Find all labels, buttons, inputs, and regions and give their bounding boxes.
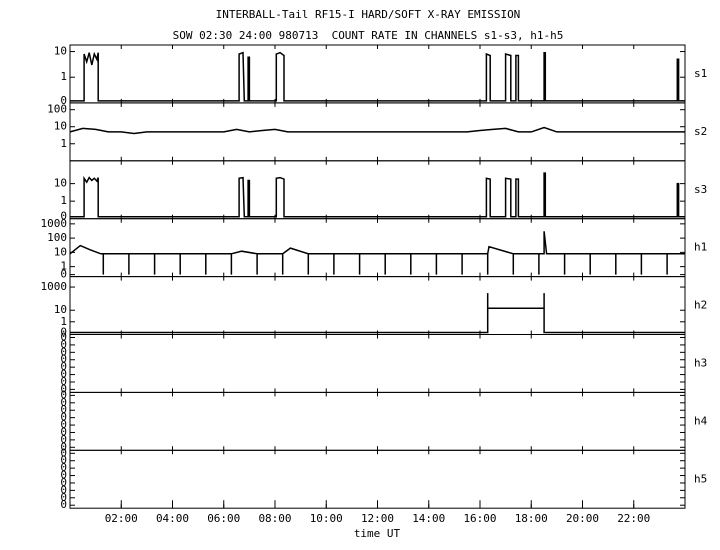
y-tick-label: 0 bbox=[60, 469, 67, 482]
y-tick-label: 1 bbox=[60, 260, 67, 273]
y-tick-label: 100 bbox=[47, 231, 67, 244]
y-tick-label: 1 bbox=[60, 315, 67, 328]
y-tick-label: 0 bbox=[60, 483, 67, 496]
y-tick-label: 10 bbox=[54, 245, 67, 258]
x-tick-label: 22:00 bbox=[617, 512, 650, 525]
x-tick-label: 06:00 bbox=[207, 512, 240, 525]
y-tick-label: 0 bbox=[60, 425, 67, 438]
panel-frame bbox=[69, 391, 686, 451]
x-tick-label: 18:00 bbox=[515, 512, 548, 525]
trace bbox=[70, 293, 685, 334]
y-tick-label: 0 bbox=[60, 446, 67, 459]
trace bbox=[70, 172, 685, 218]
chart-title: INTERBALL-Tail RF15-I HARD/SOFT X-RAY EM… bbox=[216, 8, 521, 21]
y-tick-label: 0 bbox=[60, 396, 67, 409]
y-tick-label: 10 bbox=[54, 120, 67, 133]
panel-frame bbox=[69, 160, 686, 220]
panel-frame bbox=[69, 44, 686, 104]
y-tick-label: 0 bbox=[60, 440, 67, 453]
y-tick-label: 0 bbox=[60, 326, 67, 339]
panel-label: s3 bbox=[694, 183, 707, 196]
y-tick-label: 0 bbox=[60, 331, 67, 344]
y-tick-label: 0 bbox=[60, 411, 67, 424]
y-tick-label: 0 bbox=[60, 433, 67, 446]
y-tick-label: 0 bbox=[60, 353, 67, 366]
y-tick-label: 0 bbox=[60, 368, 67, 381]
y-tick-label: 100 bbox=[47, 103, 67, 116]
y-tick-label: 0 bbox=[60, 498, 67, 511]
panel-label: h4 bbox=[694, 414, 708, 427]
y-tick-label: 0 bbox=[60, 461, 67, 474]
y-tick-label: 0 bbox=[60, 360, 67, 373]
x-tick-label: 12:00 bbox=[361, 512, 394, 525]
y-tick-label: 1 bbox=[60, 194, 67, 207]
y-tick-label: 0 bbox=[60, 210, 67, 223]
panel-label: s2 bbox=[694, 125, 707, 138]
x-axis-label: time UT bbox=[354, 527, 401, 540]
y-tick-label: 0 bbox=[60, 382, 67, 395]
panel-label: h5 bbox=[694, 472, 707, 485]
y-tick-label: 10 bbox=[54, 177, 67, 190]
y-tick-label: 0 bbox=[60, 491, 67, 504]
y-tick-label: 1000 bbox=[41, 280, 68, 293]
panel-label: h3 bbox=[694, 356, 707, 369]
trace bbox=[70, 51, 685, 102]
trace bbox=[69, 126, 685, 135]
y-tick-label: 0 bbox=[60, 345, 67, 358]
y-tick-label: 0 bbox=[60, 454, 67, 467]
y-tick-label: 0 bbox=[60, 403, 67, 416]
x-tick-label: 04:00 bbox=[156, 512, 189, 525]
y-tick-label: 0 bbox=[60, 418, 67, 431]
panel-label: s1 bbox=[694, 67, 707, 80]
y-tick-label: 1 bbox=[60, 137, 67, 150]
x-tick-label: 20:00 bbox=[566, 512, 599, 525]
panel-frame bbox=[69, 449, 686, 509]
x-tick-label: 14:00 bbox=[412, 512, 445, 525]
y-tick-label: 0 bbox=[60, 94, 67, 107]
y-tick-label: 10 bbox=[54, 45, 67, 58]
panel-frame bbox=[69, 276, 686, 336]
trace bbox=[69, 231, 685, 275]
panel-label: h2 bbox=[694, 299, 707, 312]
panel-frame bbox=[69, 334, 686, 393]
y-tick-label: 0 bbox=[60, 338, 67, 351]
x-tick-label: 16:00 bbox=[463, 512, 496, 525]
x-tick-label: 10:00 bbox=[310, 512, 343, 525]
panel-label: h1 bbox=[694, 241, 707, 254]
x-tick-label: 08:00 bbox=[258, 512, 291, 525]
y-tick-label: 0 bbox=[60, 476, 67, 489]
y-tick-label: 0 bbox=[60, 268, 67, 281]
y-tick-label: 1 bbox=[60, 70, 67, 83]
y-tick-label: 1000 bbox=[41, 217, 68, 230]
chart-subtitle: SOW 02:30 24:00 980713 COUNT RATE IN CHA… bbox=[173, 29, 564, 42]
panel-frame bbox=[69, 218, 686, 278]
y-tick-label: 0 bbox=[60, 375, 67, 388]
y-tick-label: 0 bbox=[60, 388, 67, 401]
y-tick-label: 10 bbox=[54, 303, 67, 316]
x-tick-label: 02:00 bbox=[105, 512, 138, 525]
